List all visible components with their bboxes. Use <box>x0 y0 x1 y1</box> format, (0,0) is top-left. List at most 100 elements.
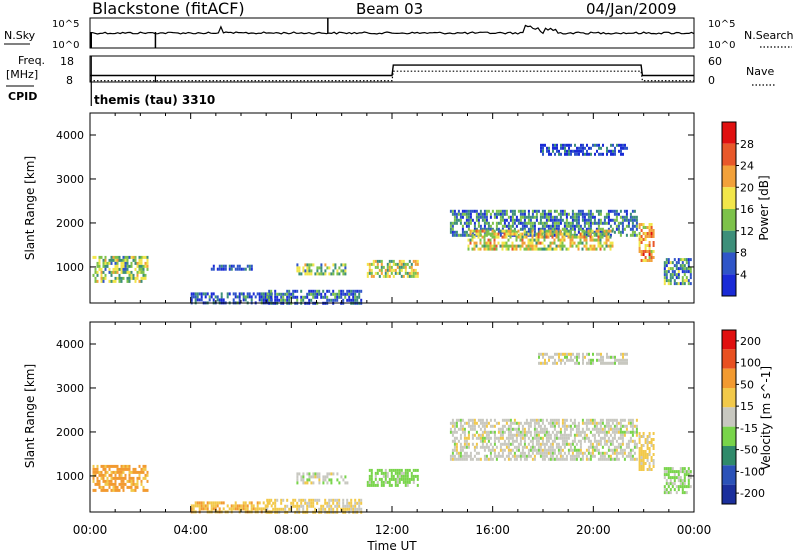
power-cell-7 <box>607 232 610 236</box>
velocity-cell-5 <box>469 451 472 455</box>
velocity-cell-3 <box>326 475 329 479</box>
power-cell-7 <box>505 232 508 236</box>
power-cell-7 <box>563 235 566 239</box>
velocity-cell-6 <box>560 361 562 365</box>
power-cell-6 <box>597 224 600 228</box>
power-cell-5 <box>370 268 373 272</box>
velocity-cell-5 <box>583 433 586 437</box>
velocity-cell-8 <box>671 476 674 480</box>
velocity-cell-5 <box>461 457 464 461</box>
power-cell-6 <box>483 215 486 219</box>
velocity-cell-4 <box>376 480 379 484</box>
velocity-cell-5 <box>481 436 484 440</box>
power-cell-6 <box>533 230 536 234</box>
velocity-cell-5 <box>459 451 462 455</box>
velocity-cell-6 <box>596 352 598 356</box>
power-cell-10 <box>677 261 680 265</box>
power-cell-6 <box>585 212 588 216</box>
power-cell-6 <box>563 227 566 231</box>
power-cell-6 <box>607 221 610 225</box>
velocity-cell-4 <box>412 468 415 472</box>
velocity-cell-1 <box>216 501 219 505</box>
power-cell-6 <box>595 221 598 225</box>
velocity-cell-0 <box>114 473 117 477</box>
power-cell-0 <box>118 276 121 280</box>
velocity-cell-5 <box>623 457 626 461</box>
power-cell-9 <box>638 241 641 244</box>
power-cell-6 <box>547 224 550 228</box>
power-cell-6 <box>613 218 616 222</box>
power-cell-9 <box>640 253 643 256</box>
power-cell-8 <box>556 143 558 147</box>
velocity-cell-5 <box>517 442 520 446</box>
velocity-cell-6 <box>578 352 580 356</box>
velocity-cell-5 <box>583 439 586 443</box>
velocity-cell-8 <box>663 485 666 489</box>
velocity-cell-5 <box>617 421 620 425</box>
power-cell-6 <box>485 209 488 213</box>
velocity-cell-5 <box>507 448 510 452</box>
power-cell-6 <box>581 218 584 222</box>
power-cell-7 <box>535 241 538 245</box>
power-cell-5 <box>390 259 393 263</box>
velocity-cell-5 <box>537 433 540 437</box>
velocity-cell-5 <box>549 457 552 461</box>
velocity-cell-5 <box>555 457 558 461</box>
velocity-cell-5 <box>539 445 542 449</box>
velocity-cell-5 <box>603 427 606 431</box>
velocity-cell-4 <box>386 474 389 478</box>
power-cell-5 <box>414 259 417 263</box>
power-cell-7 <box>563 229 566 233</box>
power-cell-7 <box>517 229 520 233</box>
velocity-cell-5 <box>563 451 566 455</box>
velocity-cell-5 <box>503 424 506 428</box>
velocity-cell-1 <box>210 507 213 511</box>
velocity-cell-5 <box>625 445 628 449</box>
power-cell-7 <box>569 232 572 236</box>
velocity-cell-5 <box>587 445 590 449</box>
power-cell-5 <box>406 262 409 266</box>
power-cell-6 <box>523 233 526 237</box>
velocity-cell-5 <box>541 457 544 461</box>
power-cell-3 <box>292 295 295 299</box>
noise-left-tick-high: 10^5 <box>52 19 79 30</box>
velocity-cell-5 <box>631 424 634 428</box>
power-cell-7 <box>599 235 602 239</box>
power-cell-6 <box>629 233 632 237</box>
velocity-cell-4 <box>396 480 399 484</box>
power-cell-1 <box>260 292 263 296</box>
power-cell-10 <box>689 276 692 280</box>
velocity-cell-5 <box>547 457 550 461</box>
velocity-cell-0 <box>126 464 129 468</box>
power-cell-7 <box>473 247 476 251</box>
velocity-cell-3 <box>330 478 333 482</box>
velocity-cell-3 <box>308 478 311 482</box>
velocity-cell-5 <box>585 448 588 452</box>
power-cell-7 <box>505 244 508 248</box>
velocity-cell-5 <box>547 445 550 449</box>
velocity-cell-5 <box>571 421 574 425</box>
power-cell-8 <box>542 143 544 147</box>
velocity-cell-4 <box>392 477 395 481</box>
power-cell-7 <box>481 244 484 248</box>
velocity-cell-5 <box>599 454 602 458</box>
velocity-cell-5 <box>619 421 622 425</box>
power-cell-8 <box>606 149 608 153</box>
velocity-cell-5 <box>557 448 560 452</box>
velocity-cell-8 <box>665 470 668 474</box>
velocity-cell-2 <box>280 501 283 505</box>
velocity-cell-5 <box>551 424 554 428</box>
power-cell-7 <box>473 229 476 233</box>
velocity-cell-0 <box>112 470 115 474</box>
velocity-cell-1 <box>200 504 203 508</box>
velocity-cell-1 <box>236 504 239 508</box>
velocity-cell-8 <box>683 476 686 480</box>
power-cell-6 <box>503 212 506 216</box>
velocity-cell-4 <box>388 468 391 472</box>
power-cell-6 <box>547 218 550 222</box>
velocity-cell-1 <box>214 501 217 505</box>
power-cell-7 <box>505 247 508 251</box>
power-cell-1 <box>200 298 203 302</box>
velocity-cell-5 <box>545 433 548 437</box>
power-cell-4 <box>322 272 325 276</box>
